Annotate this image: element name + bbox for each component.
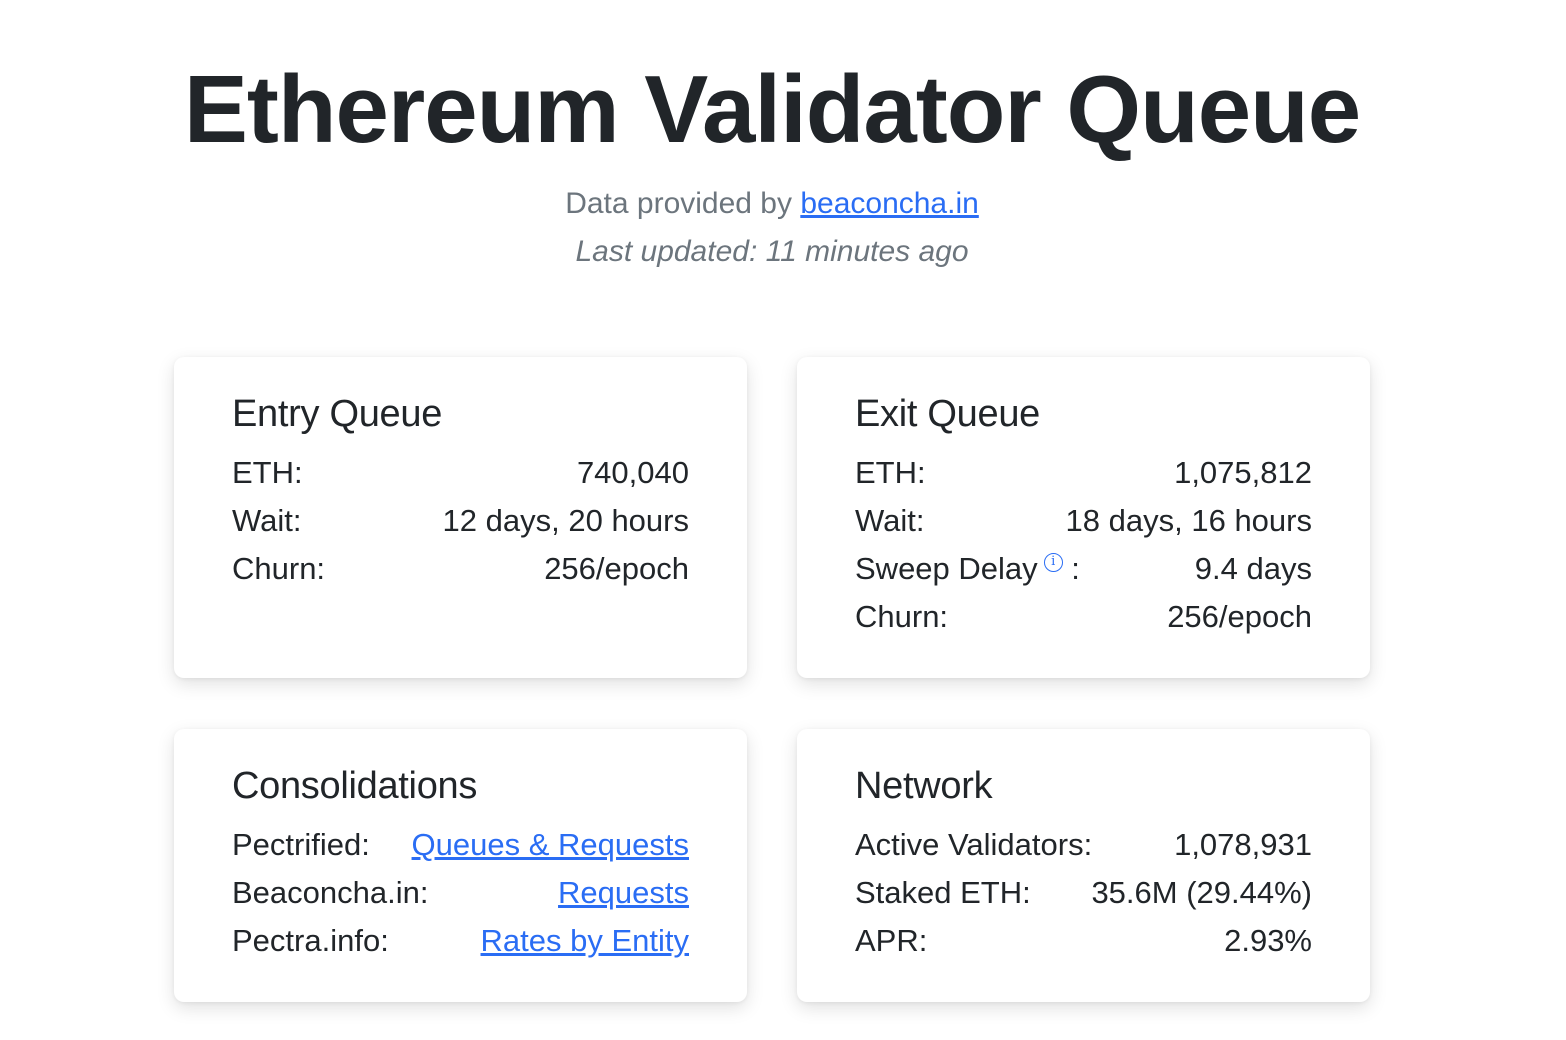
beaconchain-link[interactable]: beaconcha.in <box>800 187 979 220</box>
requests-link[interactable]: Requests <box>558 875 689 910</box>
entry-eth-value: 740,040 <box>576 455 689 490</box>
exit-queue-title: Exit Queue <box>855 393 1040 435</box>
consolidations-title: Consolidations <box>232 765 478 807</box>
exit-eth-label: ETH: <box>855 455 926 490</box>
active-validators-row: Active Validators: 1,078,931 <box>855 821 1312 869</box>
apr-value: 2.93% <box>1224 923 1312 958</box>
exit-sweep-delay-row: Sweep Delay i : 9.4 days <box>855 545 1312 593</box>
entry-wait-label: Wait: <box>232 503 302 538</box>
entry-churn-value: 256/epoch <box>544 551 689 586</box>
exit-wait-label: Wait: <box>855 503 925 538</box>
entry-eth-row: ETH: 740,040 <box>232 449 689 497</box>
beaconchain-label: Beaconcha.in: <box>232 875 429 910</box>
network-card: Network Active Validators: 1,078,931 Sta… <box>797 729 1370 1002</box>
exit-eth-row: ETH: 1,075,812 <box>855 449 1312 497</box>
pectrified-row: Pectrified: Queues & Requests <box>232 821 689 869</box>
exit-wait-value: 18 days, 16 hours <box>1065 503 1312 538</box>
entry-churn-label: Churn: <box>232 551 326 586</box>
active-validators-value: 1,078,931 <box>1174 827 1312 862</box>
info-icon[interactable]: i <box>1043 553 1063 572</box>
exit-churn-row: Churn: 256/epoch <box>855 593 1312 641</box>
exit-churn-label: Churn: <box>855 599 949 634</box>
sweep-delay-label: Sweep Delay <box>855 551 1038 586</box>
exit-churn-value: 256/epoch <box>1167 599 1312 634</box>
entry-queue-card: Entry Queue ETH: 740,040 Wait: 12 days, … <box>174 357 747 678</box>
entry-eth-label: ETH: <box>232 455 303 490</box>
pectrified-label: Pectrified: <box>232 827 370 862</box>
entry-churn-row: Churn: 256/epoch <box>232 545 689 593</box>
apr-label: APR: <box>855 923 928 958</box>
consolidations-card: Consolidations Pectrified: Queues & Requ… <box>174 729 747 1002</box>
staked-eth-value: 35.6M (29.44%) <box>1091 875 1312 910</box>
queues-requests-link[interactable]: Queues & Requests <box>411 827 689 862</box>
exit-eth-value: 1,075,812 <box>1174 455 1312 490</box>
sweep-delay-value: 9.4 days <box>1194 551 1312 586</box>
data-source-prefix: Data provided by <box>565 187 801 220</box>
rates-by-entity-link[interactable]: Rates by Entity <box>480 923 689 958</box>
entry-wait-row: Wait: 12 days, 20 hours <box>232 497 689 545</box>
sweep-delay-colon: : <box>1071 551 1080 586</box>
active-validators-label: Active Validators: <box>855 827 1093 862</box>
sweep-delay-label-group: Sweep Delay i : <box>855 545 1080 593</box>
apr-row: APR: 2.93% <box>855 917 1312 965</box>
beaconchain-row: Beaconcha.in: Requests <box>232 869 689 917</box>
exit-wait-row: Wait: 18 days, 16 hours <box>855 497 1312 545</box>
entry-wait-value: 12 days, 20 hours <box>442 503 689 538</box>
pectra-info-row: Pectra.info: Rates by Entity <box>232 917 689 965</box>
last-updated-text: Last updated: 11 minutes ago <box>575 235 969 268</box>
entry-queue-title: Entry Queue <box>232 393 443 435</box>
data-source-line: Data provided by beaconcha.in <box>0 182 1544 226</box>
staked-eth-label: Staked ETH: <box>855 875 1031 910</box>
network-title: Network <box>855 765 993 807</box>
exit-queue-card: Exit Queue ETH: 1,075,812 Wait: 18 days,… <box>797 357 1370 678</box>
staked-eth-row: Staked ETH: 35.6M (29.44%) <box>855 869 1312 917</box>
pectra-info-label: Pectra.info: <box>232 923 389 958</box>
page-title: Ethereum Validator Queue <box>183 56 1361 163</box>
